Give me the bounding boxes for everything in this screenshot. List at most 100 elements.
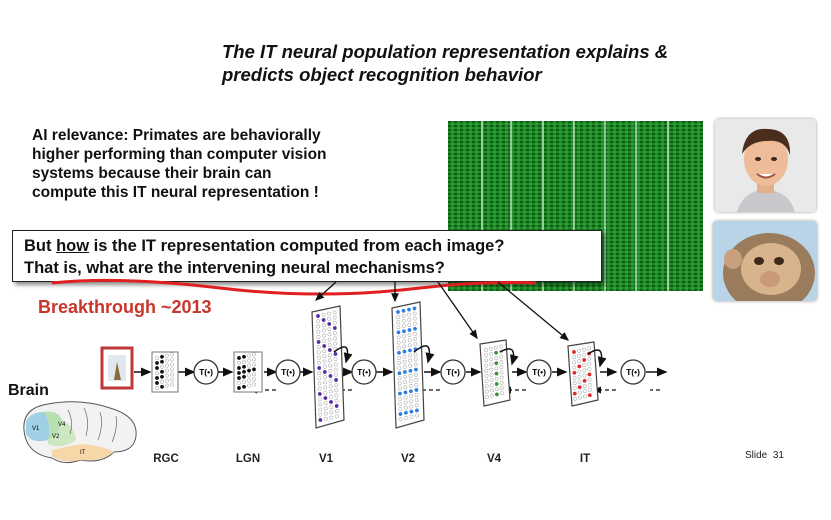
- layer-unit-dot: [582, 394, 587, 399]
- layer-unit-dot: [397, 361, 402, 365]
- layer-unit-dot: [316, 340, 321, 344]
- layer-unit-dot: [247, 373, 251, 378]
- layer-unit-dot: [397, 350, 401, 355]
- layer-unit-dot: [401, 313, 406, 318]
- brain-area-v2: V2: [52, 434, 60, 440]
- layer-unit-dot: [402, 339, 407, 344]
- layer-unit-dot: [160, 359, 164, 364]
- layer-unit-dot: [494, 382, 499, 386]
- layer-unit-dot: [489, 383, 494, 388]
- layer-unit-dot: [401, 319, 406, 323]
- layer-unit-dot: [170, 352, 174, 357]
- red-underline-stroke: [51, 278, 537, 296]
- layer-unit-dot: [582, 384, 587, 388]
- layer-unit-dot: [323, 390, 328, 395]
- layer-unit-dot: [160, 354, 164, 359]
- layer-unit-dot: [165, 378, 169, 383]
- layer-unit-dot: [413, 331, 418, 336]
- layer-unit-dot: [322, 364, 327, 369]
- layer-unit-dot: [252, 382, 256, 387]
- layer-unit-dot: [414, 377, 419, 382]
- layer-unit-dot: [404, 415, 408, 420]
- layer-unit-dot: [582, 363, 587, 368]
- layer-unit-dot: [170, 372, 174, 377]
- layer-unit-dot: [484, 363, 489, 368]
- layer-unit-dot: [402, 359, 407, 364]
- brain-area-v4: V4: [58, 422, 66, 428]
- layer-unit-dot: [402, 364, 407, 369]
- layer-unit-dot: [160, 374, 164, 379]
- transform-node-1: T(•): [193, 359, 219, 385]
- layer-unit-dot: [316, 329, 321, 334]
- layer-unit-dot: [317, 371, 322, 376]
- layer-unit-dot: [484, 358, 489, 363]
- layer-unit-dot: [407, 307, 411, 312]
- layer-unit-dot: [484, 379, 489, 384]
- layer-unit-dot: [414, 393, 419, 398]
- layer-unit-dot: [494, 387, 499, 392]
- layer-unit-dot: [397, 391, 402, 396]
- layer-unit-dot: [317, 376, 322, 381]
- layer-unit-dot: [247, 353, 251, 358]
- layer-unit-dot: [170, 367, 174, 372]
- layer-unit-dot: [403, 410, 408, 415]
- layer-unit-dot: [318, 402, 322, 407]
- layer-unit-dot: [155, 371, 159, 375]
- layer-unit-dot: [402, 354, 407, 359]
- stage-label-v2: V2: [400, 453, 416, 465]
- layer-unit-dot: [494, 350, 499, 355]
- layer-unit-dot: [396, 345, 401, 350]
- layer-unit-dot: [499, 354, 504, 359]
- slide-title-line2: predicts object recognition behavior: [222, 64, 542, 85]
- layer-unit-dot: [403, 375, 408, 380]
- layer-unit-dot: [499, 375, 504, 380]
- layer-unit-dot: [587, 382, 592, 387]
- layer-unit-dot: [328, 384, 333, 389]
- brain-label: Brain: [8, 382, 49, 399]
- layer-unit-dot: [407, 322, 412, 327]
- layer-unit-dot: [408, 384, 413, 389]
- layer-unit-dot: [408, 348, 412, 353]
- layer-unit-dot: [407, 338, 412, 343]
- layer-unit-dot: [328, 394, 333, 399]
- layer-unit-dot: [494, 366, 499, 371]
- question-line1-pre: But: [24, 237, 57, 255]
- layer-unit-dot: [328, 353, 332, 358]
- breakthrough-label: Breakthrough ~2013: [38, 297, 212, 317]
- layer-unit-dot: [408, 379, 413, 383]
- layer-unit-dot: [333, 352, 338, 356]
- layer-unit-dot: [333, 372, 338, 377]
- layer-unit-dot: [414, 408, 419, 413]
- layer-unit-dot: [334, 383, 339, 388]
- layer-unit-dot: [328, 379, 333, 384]
- layer-unit-dot: [328, 374, 333, 378]
- layer-unit-dot: [484, 389, 489, 394]
- layer-unit-dot: [407, 317, 412, 322]
- brain-area-v1: V1: [32, 426, 40, 432]
- layer-unit-dot: [396, 310, 400, 314]
- layer-unit-dot: [484, 353, 489, 358]
- layer-unit-dot: [334, 393, 339, 398]
- layer-unit-dot: [323, 406, 328, 411]
- layer-unit-dot: [489, 352, 494, 356]
- v1-layer: [311, 305, 353, 429]
- transform-node-4: T(•): [440, 359, 466, 385]
- layer-unit-dot: [407, 343, 412, 348]
- layer-unit-dot: [413, 367, 418, 372]
- question-line1-post: is the IT representation computed from e…: [89, 237, 505, 255]
- layer-unit-dot: [237, 361, 241, 365]
- layer-unit-dot: [323, 401, 328, 406]
- layer-unit-dot: [237, 381, 241, 385]
- layer-unit-dot: [489, 372, 494, 377]
- layer-unit-dot: [413, 352, 418, 357]
- layer-unit-dot: [582, 368, 587, 373]
- layer-unit-dot: [412, 321, 417, 326]
- layer-unit-dot: [572, 350, 576, 354]
- layer-unit-dot: [582, 389, 587, 394]
- layer-unit-dot: [489, 346, 493, 351]
- layer-unit-dot: [322, 359, 327, 364]
- monkey-photo: [713, 221, 817, 301]
- layer-unit-dot: [316, 345, 321, 350]
- layer-unit-dot: [321, 318, 326, 322]
- layer-unit-dot: [577, 385, 582, 390]
